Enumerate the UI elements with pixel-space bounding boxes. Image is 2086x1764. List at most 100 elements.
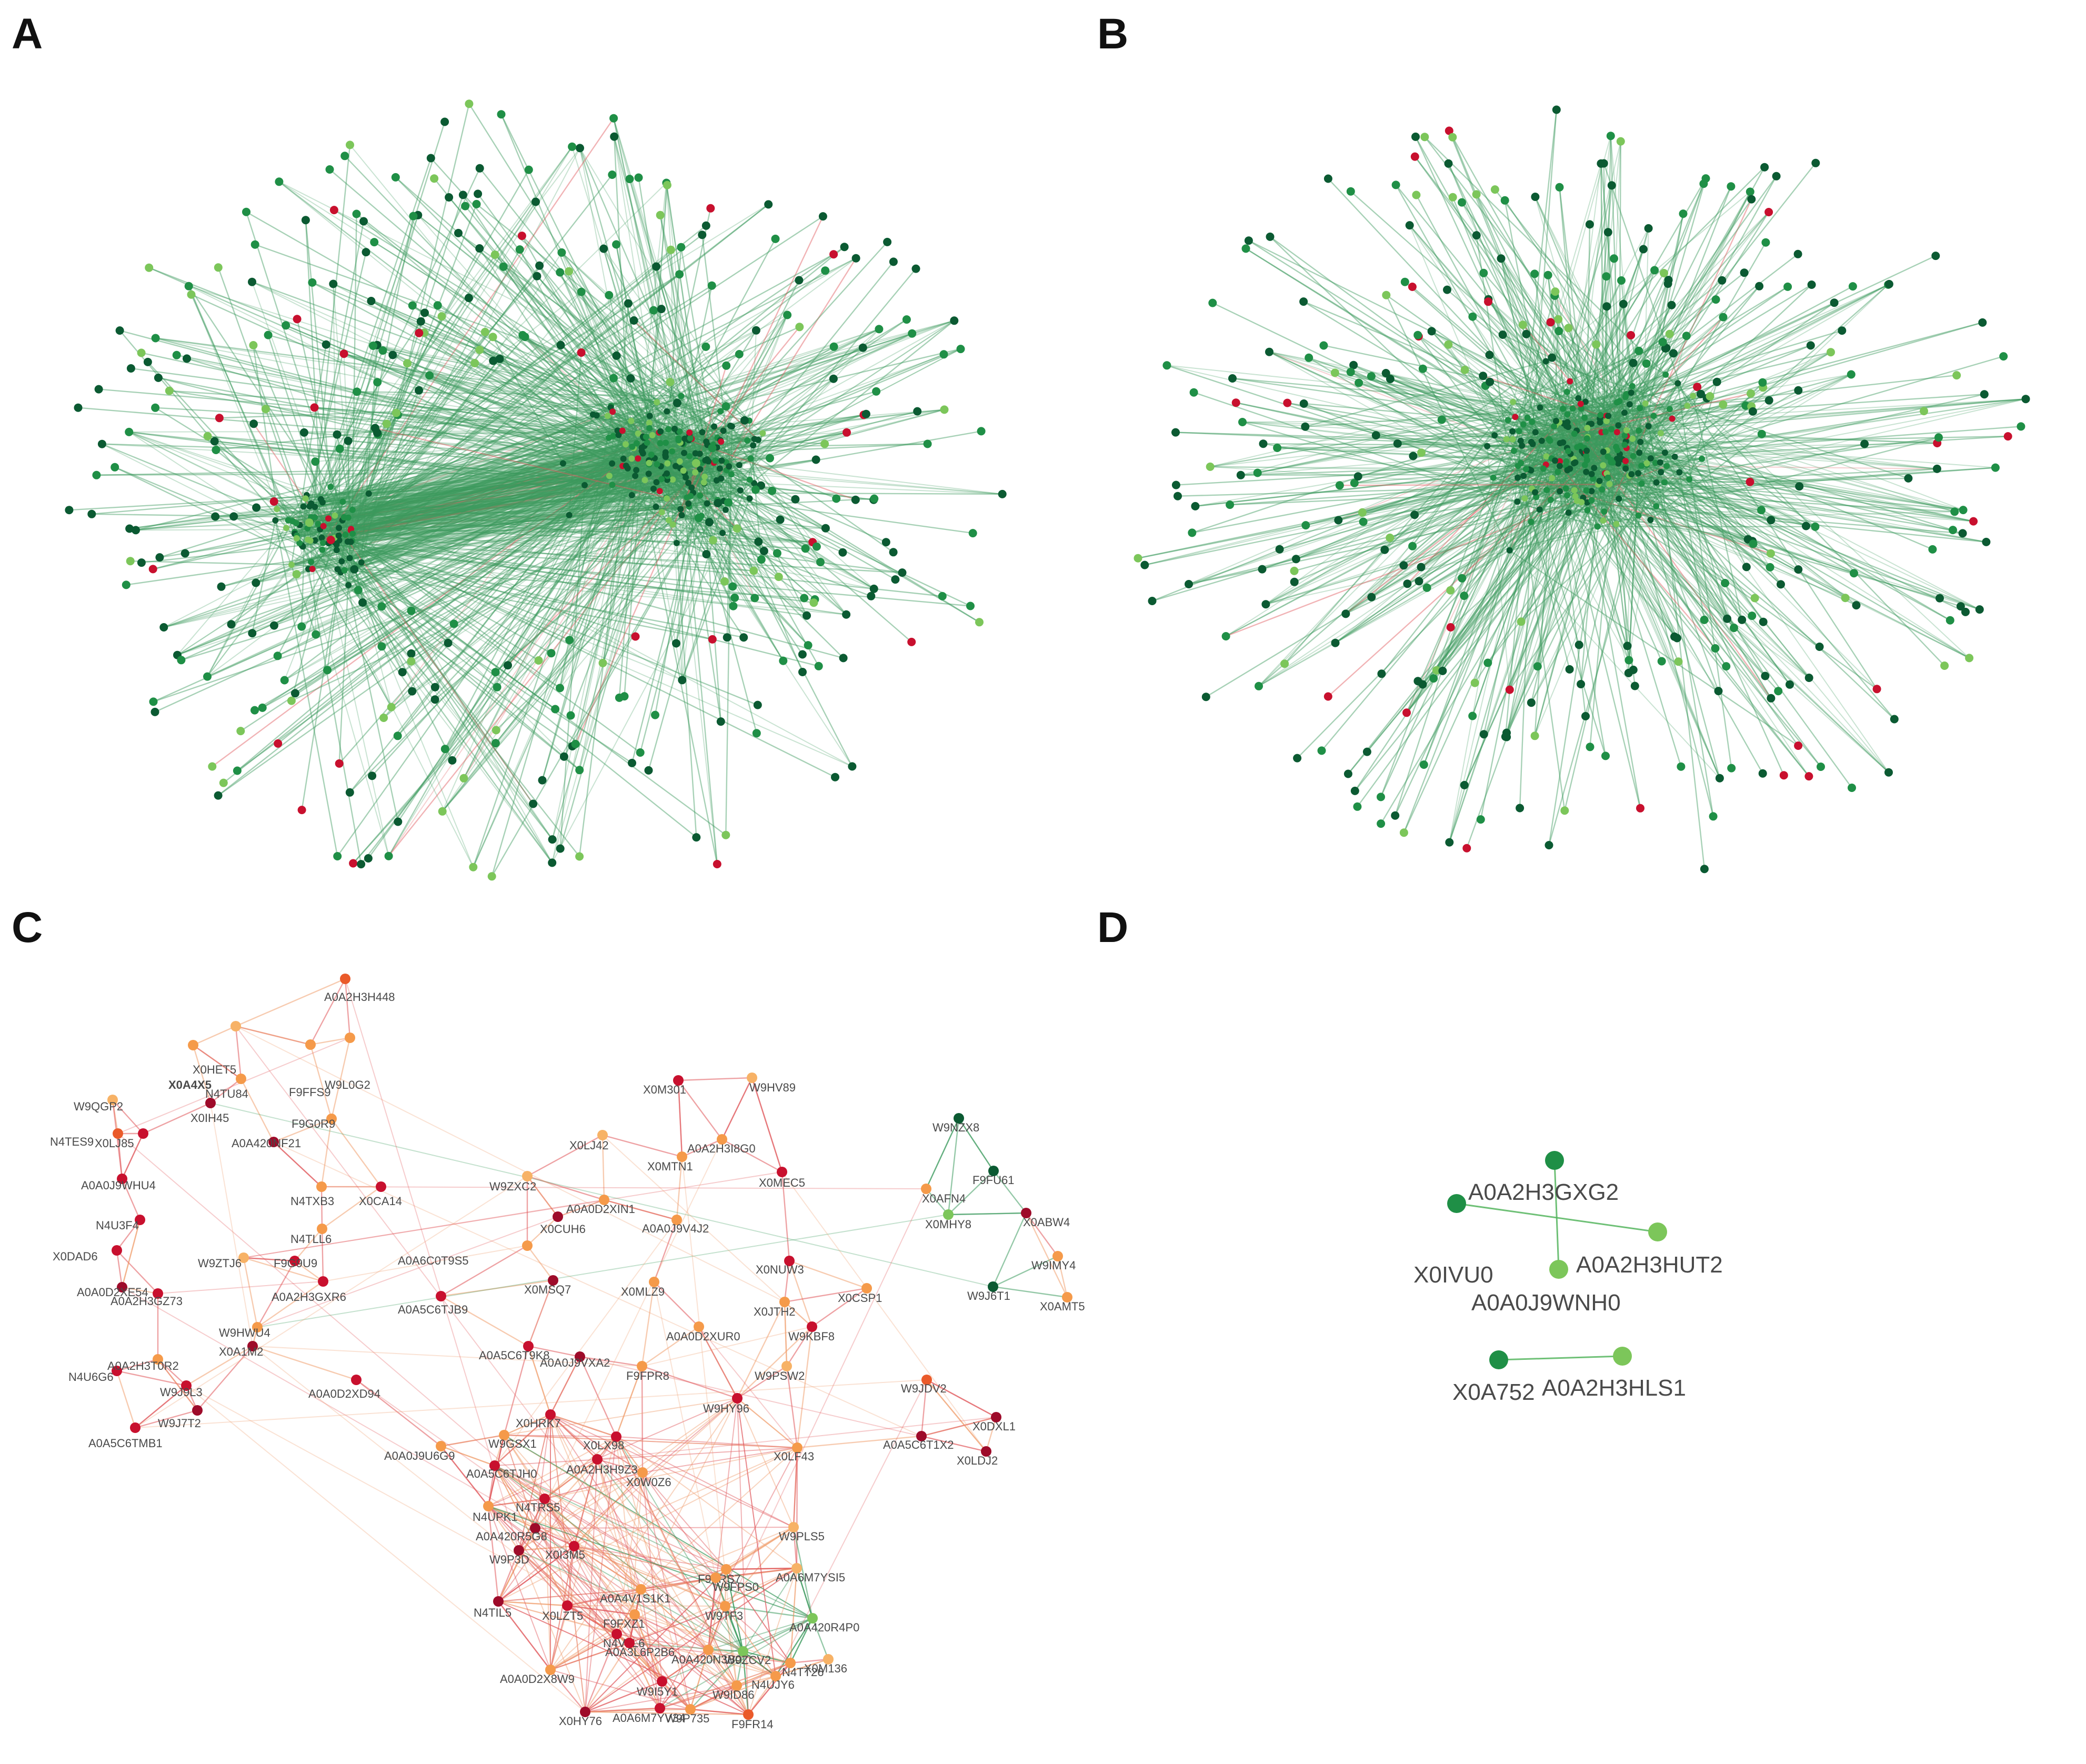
- panel-a-node: [407, 657, 416, 666]
- panel-b-node: [1551, 287, 1560, 296]
- panel-a-node: [728, 582, 737, 591]
- panel-a-edge: [357, 391, 685, 454]
- panel-a-node: [736, 462, 743, 468]
- panel-a-node: [644, 766, 653, 775]
- panel-a-edge: [503, 266, 639, 459]
- panel-a-node: [719, 529, 726, 536]
- panel-a-edge: [278, 181, 650, 465]
- panel-b-node: [1761, 671, 1770, 680]
- panel-b-node: [1575, 395, 1582, 402]
- panel-a-node: [663, 181, 671, 189]
- panel-a-node: [620, 455, 627, 462]
- panel-a-edge: [392, 354, 674, 525]
- panel-a-edge: [643, 436, 680, 444]
- panel-a-node: [666, 378, 675, 386]
- panel-b-node: [1581, 711, 1590, 720]
- panel-b-node: [1777, 580, 1785, 589]
- panel-b-edges: [1138, 109, 2026, 869]
- panel-b-node: [1723, 614, 1732, 623]
- panel-a-edge: [338, 433, 763, 529]
- panel-a-edge: [691, 487, 813, 543]
- panel-a-edge: [753, 445, 755, 484]
- panel-b-node: [1208, 298, 1217, 307]
- panel-a-node: [643, 434, 649, 440]
- panel-a-node: [872, 387, 881, 396]
- panel-a-node: [333, 541, 340, 548]
- panel-a-node: [393, 731, 402, 740]
- panel-a-edge: [608, 295, 663, 513]
- panel-b-node: [1393, 439, 1402, 448]
- panel-a-edge: [288, 483, 705, 521]
- panel-a-node: [604, 413, 611, 419]
- panel-a-edge: [368, 415, 650, 494]
- panel-a-node: [610, 132, 619, 141]
- panel-b-node: [1679, 209, 1688, 218]
- panel-a-node: [740, 416, 749, 425]
- panel-b-node: [1502, 733, 1511, 741]
- panel-a-node: [368, 771, 377, 780]
- panel-a-edge: [651, 454, 816, 600]
- panel-a-edge: [299, 437, 690, 526]
- panel-a-edge: [323, 542, 735, 599]
- panel-a-edge: [342, 249, 671, 521]
- panel-a-edge: [304, 432, 714, 464]
- panel-a-edge: [348, 249, 671, 586]
- panel-a-edge: [708, 461, 717, 481]
- panel-a-node: [293, 535, 300, 542]
- panel-b-node: [1758, 769, 1767, 778]
- panel-b-node: [1747, 195, 1756, 204]
- panel-a-edge: [344, 465, 627, 571]
- panel-b-node: [1660, 269, 1668, 277]
- panel-a-edge: [688, 499, 718, 504]
- panel-a-edge: [361, 442, 647, 563]
- panel-b-node: [1552, 457, 1558, 464]
- panel-a-edge: [278, 181, 685, 439]
- panel-b-node: [1458, 574, 1467, 583]
- panel-b-node: [1794, 565, 1803, 574]
- panel-a-node: [708, 444, 717, 453]
- panel-a-edge: [360, 291, 582, 563]
- panel-a-edge: [296, 444, 626, 539]
- panel-a-edge: [678, 438, 683, 516]
- panel-a-edge: [328, 146, 573, 544]
- panel-b-node: [1817, 763, 1825, 771]
- panel-a-node: [336, 525, 343, 532]
- panel-a-edge: [336, 463, 668, 545]
- panel-a-edge: [340, 458, 632, 573]
- panel-a-node: [556, 684, 564, 693]
- panel-a-node: [475, 164, 484, 173]
- panel-a-edge: [245, 212, 345, 518]
- panel-a-node: [504, 661, 512, 670]
- panel-b-node: [1367, 593, 1376, 602]
- panel-a-edge: [682, 443, 770, 459]
- panel-a-node: [469, 863, 478, 871]
- panel-a-edge: [373, 345, 680, 433]
- panel-a-node: [306, 503, 313, 510]
- panel-a-edge: [102, 443, 709, 462]
- panel-a-edge: [299, 440, 748, 526]
- panel-b-node: [1189, 388, 1198, 397]
- panel-a-node: [342, 532, 349, 538]
- panel-a-edge: [344, 426, 715, 571]
- panel-a-edge: [318, 479, 750, 525]
- panel-b-node: [1261, 600, 1270, 609]
- panel-a-edge: [617, 430, 690, 507]
- panel-a-edge: [689, 435, 724, 502]
- panel-a-edge: [706, 442, 708, 504]
- panel-a-edge: [353, 472, 696, 864]
- panel-b-node: [1490, 474, 1497, 481]
- panel-a-node: [557, 248, 566, 257]
- panel-a-node: [673, 539, 680, 546]
- panel-a-edge: [569, 514, 813, 543]
- panel-b-node: [1661, 449, 1668, 456]
- panel-b-node: [1479, 730, 1488, 739]
- panel-a-edge: [262, 459, 706, 708]
- panel-letter-d: D: [1097, 904, 1128, 951]
- panel-a-edge: [412, 305, 644, 454]
- panel-a-node: [344, 436, 353, 445]
- panel-b-node: [1547, 496, 1554, 503]
- panel-a-node: [349, 506, 356, 513]
- panel-a-edge: [417, 215, 729, 467]
- panel-b-node: [1529, 418, 1536, 425]
- panel-b-node: [1617, 276, 1626, 285]
